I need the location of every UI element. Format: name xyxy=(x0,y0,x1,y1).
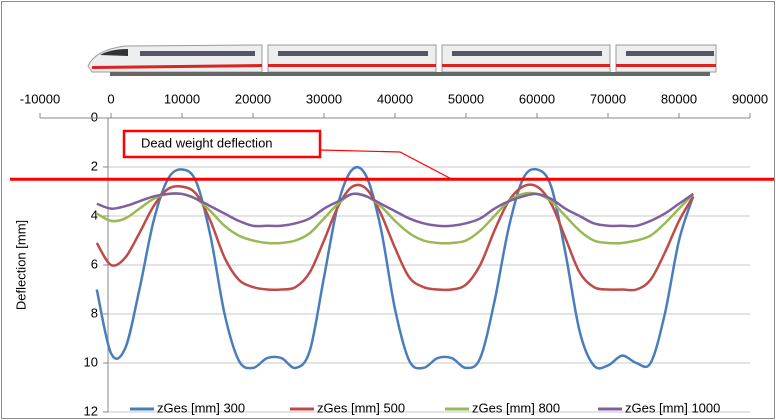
y-tick-label: 0 xyxy=(91,109,98,124)
legend-label: zGes [mm] 1000 xyxy=(625,400,720,415)
series-line xyxy=(96,192,694,228)
train-image xyxy=(87,44,717,76)
y-axis-label: Deflection [mm] xyxy=(13,220,28,310)
y-tick-label: 10 xyxy=(84,354,98,369)
legend-label: zGes [mm] 800 xyxy=(472,400,560,415)
y-tick-label: 2 xyxy=(91,158,98,173)
series-line xyxy=(95,183,695,292)
series-line xyxy=(95,165,695,370)
x-tick-label: 80000 xyxy=(661,91,697,106)
y-tick-label: 8 xyxy=(91,305,98,320)
x-tick-label: 10000 xyxy=(164,91,200,106)
y-tick-label: 4 xyxy=(91,207,98,222)
x-tick-label: 60000 xyxy=(519,91,555,106)
x-tick-label: 0 xyxy=(107,91,114,106)
x-tick-label: 40000 xyxy=(377,91,413,106)
annotation-box xyxy=(122,129,322,159)
x-tick-label: -10000 xyxy=(20,91,60,106)
legend-label: zGes [mm] 500 xyxy=(317,400,405,415)
x-tick-label: 50000 xyxy=(448,91,484,106)
x-tick-label: 70000 xyxy=(590,91,626,106)
x-tick-label: 90000 xyxy=(732,91,768,106)
y-tick-label: 12 xyxy=(84,403,98,418)
annotation-text: Dead weight deflection xyxy=(141,135,273,150)
y-tick-label: 6 xyxy=(91,256,98,271)
x-tick-label: 20000 xyxy=(235,91,271,106)
annotation-leader xyxy=(319,149,453,180)
legend-label: zGes [mm] 300 xyxy=(157,400,245,415)
x-tick-label: 30000 xyxy=(306,91,342,106)
